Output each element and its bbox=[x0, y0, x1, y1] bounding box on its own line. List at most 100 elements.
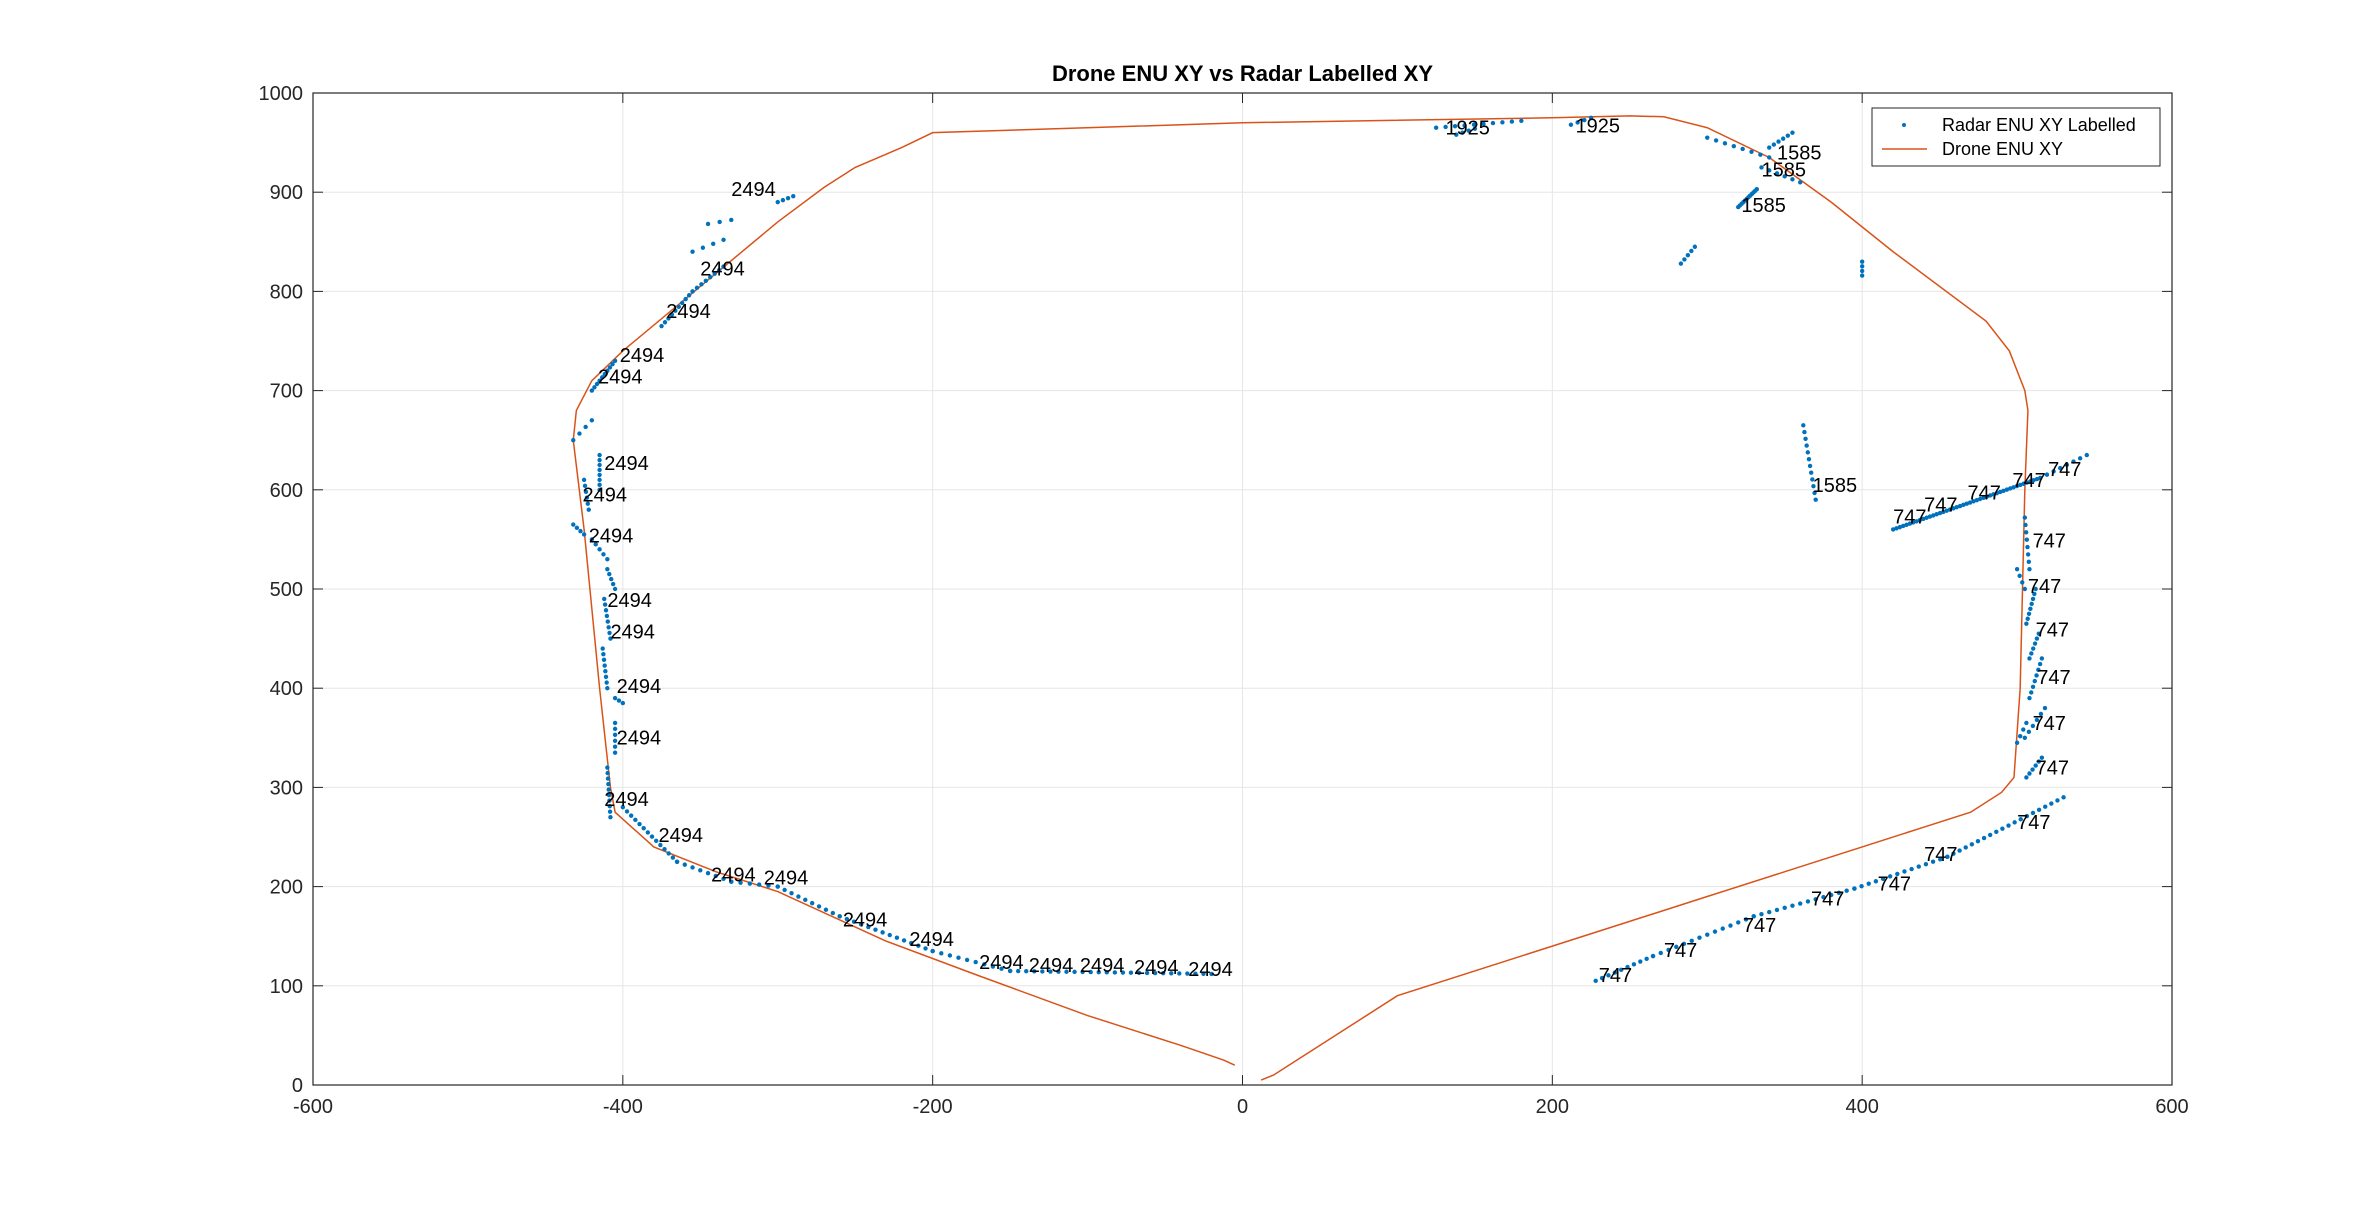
radar-point bbox=[1177, 971, 1182, 976]
radar-point bbox=[666, 316, 671, 321]
radar-point bbox=[597, 378, 602, 383]
radar-point bbox=[1774, 907, 1780, 913]
radar-point bbox=[990, 964, 996, 969]
radar-point bbox=[1096, 970, 1101, 975]
radar-point bbox=[1740, 146, 1745, 152]
radar-point bbox=[699, 282, 704, 287]
radar-point bbox=[1625, 964, 1630, 970]
radar-point bbox=[606, 625, 611, 630]
radar-point bbox=[2022, 586, 2028, 592]
radar-point bbox=[2031, 478, 2036, 483]
point-label: 747 bbox=[2033, 713, 2066, 735]
radar-point bbox=[756, 882, 762, 887]
radar-point bbox=[645, 830, 651, 835]
radar-point bbox=[2033, 763, 2038, 768]
radar-point bbox=[1805, 450, 1811, 455]
radar-point bbox=[1807, 463, 1813, 469]
radar-point bbox=[1433, 125, 1439, 130]
radar-point bbox=[2021, 481, 2026, 486]
radar-point bbox=[1812, 490, 1817, 496]
y-tick-label: 0 bbox=[292, 1075, 303, 1097]
radar-point bbox=[583, 424, 588, 430]
radar-point bbox=[791, 193, 796, 199]
radar-point bbox=[1981, 835, 1987, 841]
radar-point bbox=[624, 809, 630, 814]
radar-point bbox=[1120, 970, 1126, 975]
radar-point bbox=[1490, 120, 1496, 126]
legend-box bbox=[1871, 107, 2161, 167]
radar-point bbox=[2034, 673, 2039, 678]
radar-point bbox=[1921, 516, 1926, 522]
radar-point bbox=[606, 781, 611, 787]
radar-point bbox=[2036, 759, 2041, 764]
radar-point bbox=[1991, 492, 1996, 497]
radar-point bbox=[1798, 901, 1803, 906]
radar-point bbox=[612, 732, 618, 738]
radar-point bbox=[2030, 767, 2035, 772]
radar-point bbox=[1575, 120, 1580, 125]
radar-point bbox=[2039, 656, 2045, 661]
radar-point bbox=[1612, 970, 1618, 975]
radar-point bbox=[2036, 667, 2041, 672]
point-label: 2494 bbox=[604, 789, 649, 811]
radar-point bbox=[1964, 501, 1969, 506]
radar-point bbox=[603, 608, 609, 613]
radar-point bbox=[1152, 970, 1158, 976]
radar-point bbox=[2042, 705, 2048, 711]
radar-point bbox=[2014, 483, 2020, 489]
radar-point bbox=[775, 199, 780, 205]
radar-point bbox=[578, 528, 583, 534]
radar-point bbox=[1599, 975, 1605, 981]
radar-point bbox=[680, 300, 685, 306]
radar-point bbox=[574, 525, 580, 531]
y-tick-label: 200 bbox=[270, 877, 303, 899]
radar-point bbox=[612, 695, 618, 701]
radar-point bbox=[583, 489, 589, 494]
radar-point bbox=[1731, 143, 1737, 149]
radar-point bbox=[659, 323, 664, 329]
x-tick-label: 400 bbox=[1845, 1096, 1878, 1118]
radar-point bbox=[2064, 462, 2070, 468]
radar-point bbox=[1974, 497, 1979, 503]
point-label: 2494 bbox=[610, 622, 655, 644]
radar-point bbox=[2026, 559, 2032, 564]
radar-point bbox=[698, 868, 703, 873]
radar-point bbox=[2036, 807, 2042, 813]
radar-point bbox=[2032, 591, 2037, 597]
radar-point bbox=[1859, 883, 1864, 889]
radar-point bbox=[785, 195, 791, 201]
radar-point bbox=[581, 477, 587, 483]
radar-point bbox=[662, 320, 668, 325]
point-label: 747 bbox=[2028, 576, 2061, 598]
radar-point bbox=[2029, 601, 2034, 607]
radar-point bbox=[1185, 971, 1190, 976]
radar-point bbox=[2000, 826, 2005, 831]
point-label: 2494 bbox=[604, 453, 649, 475]
x-tick-label: 600 bbox=[2155, 1096, 2188, 1118]
radar-point bbox=[2029, 651, 2034, 656]
point-label: 747 bbox=[1968, 483, 2001, 505]
radar-point bbox=[589, 388, 595, 393]
point-label: 2494 bbox=[617, 676, 662, 698]
radar-point bbox=[605, 557, 610, 562]
radar-point bbox=[1931, 513, 1936, 518]
radar-point bbox=[1994, 829, 1999, 834]
radar-point bbox=[669, 312, 675, 317]
radar-point bbox=[612, 358, 618, 364]
radar-point bbox=[637, 821, 642, 827]
radar-point bbox=[1685, 252, 1691, 258]
radar-point bbox=[1104, 970, 1109, 975]
radar-point bbox=[1136, 970, 1142, 976]
point-label: 747 bbox=[2017, 812, 2050, 834]
radar-point bbox=[1803, 436, 1808, 442]
radar-point bbox=[1568, 122, 1574, 127]
radar-point bbox=[1981, 495, 1986, 501]
radar-point bbox=[589, 537, 595, 542]
radar-point bbox=[608, 636, 613, 641]
radar-point bbox=[593, 542, 598, 547]
radar-point bbox=[1169, 971, 1174, 976]
point-label: 1585 bbox=[1777, 142, 1822, 164]
x-tick-label: 200 bbox=[1536, 1096, 1569, 1118]
radar-point bbox=[1697, 935, 1702, 940]
radar-point bbox=[1032, 969, 1037, 974]
